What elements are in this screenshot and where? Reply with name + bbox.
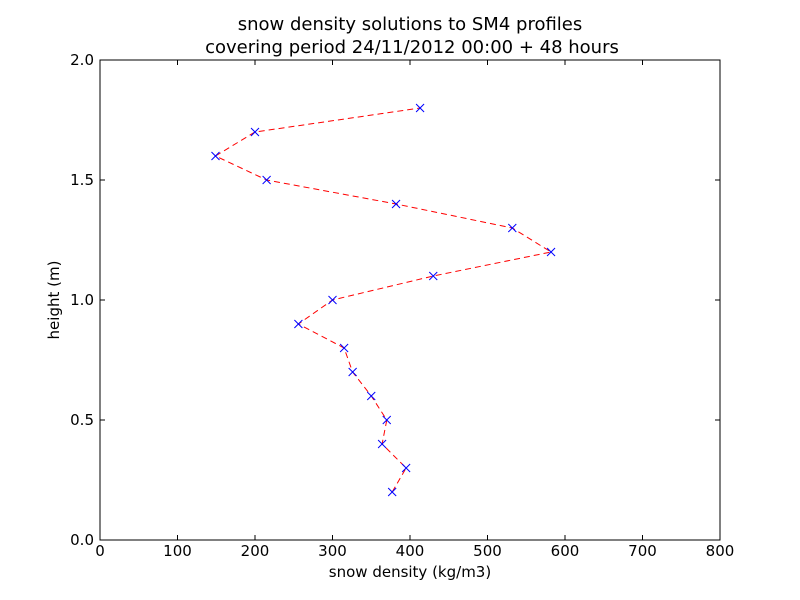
x-axis-ticks: 0 100 200 300 400 500 600 700 800 [95,60,734,560]
x-tick-label: 300 [318,542,347,560]
x-tick-label: 100 [163,542,192,560]
chart-title-line-1: snow density solutions to SM4 profiles [238,14,583,35]
y-axis-label: height (m) [45,261,63,340]
y-tick-label: 2.0 [70,51,94,69]
data-point-marker [328,295,337,305]
data-point-marker [262,175,271,185]
data-point-marker [428,271,438,281]
data-point-marker [546,247,556,257]
x-axis-label: snow density (kg/m3) [329,563,491,581]
y-tick-label: 1.0 [70,291,94,309]
data-point-marker [377,439,387,449]
data-point-marker [211,151,220,161]
x-tick-label: 0 [95,542,105,560]
data-point-marker [415,103,425,113]
y-tick-label: 0.0 [70,531,94,549]
data-point-marker [348,367,358,377]
data-series [211,103,556,497]
y-tick-label: 0.5 [70,411,94,429]
x-tick-label: 200 [241,542,270,560]
data-point-marker [250,127,260,137]
plot-area [99,59,721,541]
data-point-marker [339,343,349,353]
y-axis-ticks: 0.0 0.5 1.0 1.5 2.0 [70,51,720,549]
x-tick-label: 600 [551,542,580,560]
x-tick-label: 800 [706,542,735,560]
data-point-marker [391,199,401,209]
data-point-marker [294,319,303,329]
x-tick-label: 700 [628,542,657,560]
data-point-marker [382,415,392,425]
data-point-marker [387,487,397,497]
data-point-marker [507,223,517,233]
data-point-marker [401,463,411,473]
x-tick-label: 400 [396,542,425,560]
data-point-marker [366,391,376,401]
x-tick-label: 500 [473,542,502,560]
y-tick-label: 1.5 [70,171,94,189]
chart-title-line-2: covering period 24/11/2012 00:00 + 48 ho… [205,37,619,58]
